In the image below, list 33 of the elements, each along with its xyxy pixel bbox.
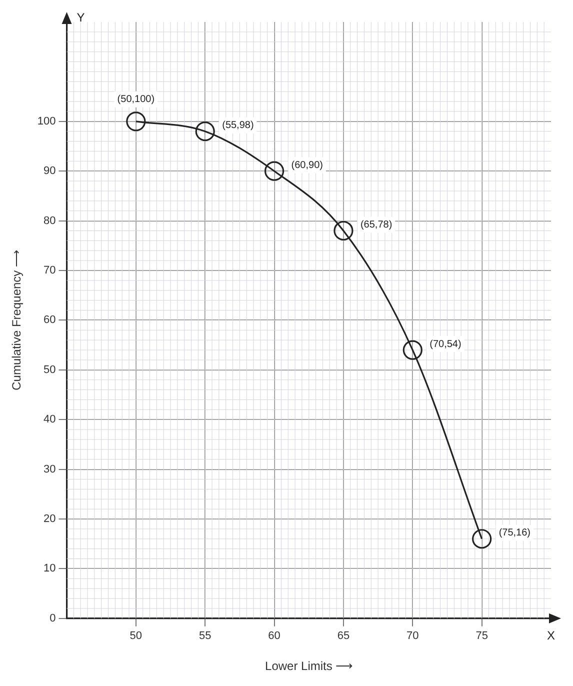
y-tick-label: 80 — [44, 214, 56, 227]
x-tick-label: 75 — [476, 630, 488, 642]
point — [126, 112, 146, 132]
annotation: (70,54) — [430, 338, 462, 350]
annotation: Y — [76, 10, 85, 24]
y-tick-label: 90 — [44, 165, 56, 178]
y-axis-title: Cumulative Frequency ⟶ — [10, 250, 24, 390]
x-tick-label: 60 — [268, 630, 280, 642]
y-tick-label: 50 — [44, 364, 56, 376]
text: X — [546, 628, 556, 643]
x-axis-title: Lower Limits ⟶ — [265, 659, 353, 674]
y-tick-label: 20 — [44, 513, 56, 526]
point — [195, 122, 215, 142]
y-tick-label: 60 — [44, 314, 56, 326]
point — [402, 340, 422, 360]
annotation: (55,98) — [222, 120, 254, 132]
y-tick-label: 70 — [44, 264, 56, 277]
x-tick-label: 70 — [406, 630, 419, 642]
y-tick-label: 30 — [44, 463, 56, 476]
x-tick-label: 65 — [337, 630, 350, 642]
y-tick-label: 10 — [44, 562, 56, 575]
y-tick-label: 40 — [44, 414, 56, 426]
y-tick-label: 100 — [37, 115, 56, 128]
annotation: (65,78) — [360, 219, 392, 230]
x-tick-label: 50 — [130, 630, 142, 642]
y-tick-label: 0 — [50, 612, 56, 624]
annotation: (75,16) — [498, 528, 531, 539]
annotation: (50,100) — [117, 94, 155, 106]
annotation: (60,90) — [291, 160, 323, 171]
point — [472, 529, 492, 549]
point — [264, 161, 284, 181]
point — [334, 220, 354, 241]
x-tick-label: 55 — [198, 630, 212, 642]
